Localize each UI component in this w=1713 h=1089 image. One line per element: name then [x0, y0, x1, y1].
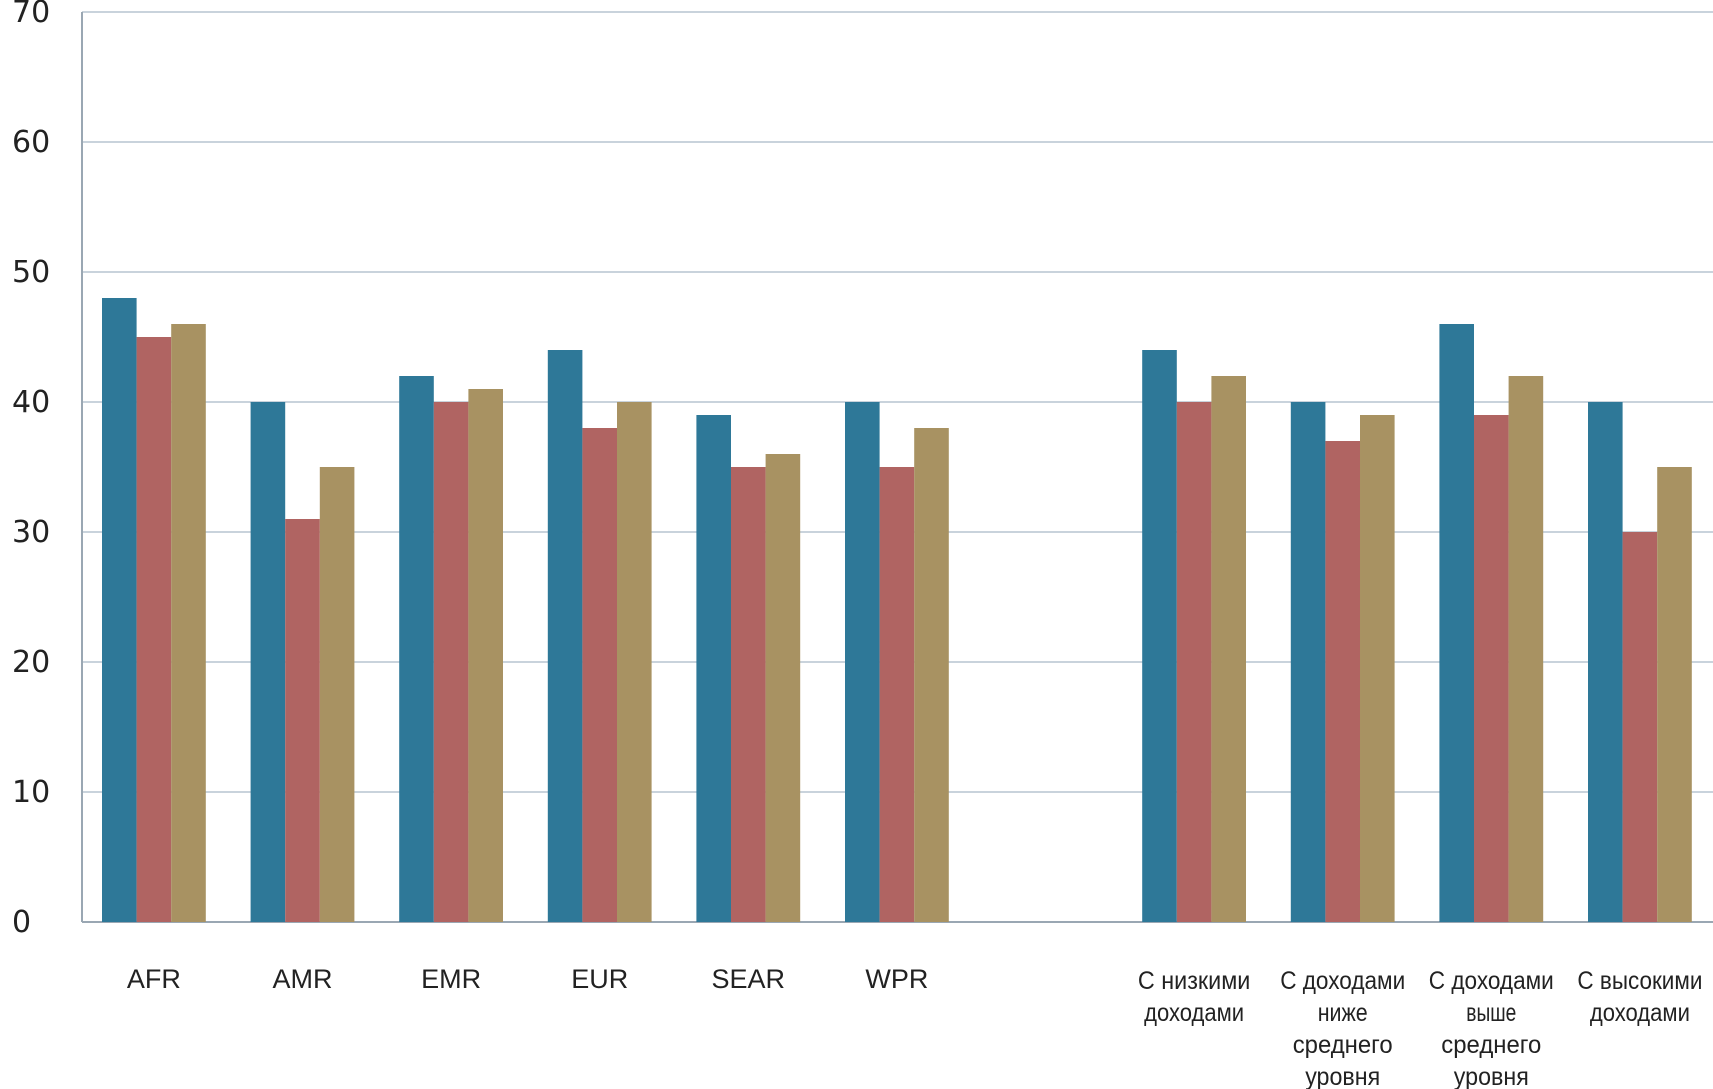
- bar: [136, 337, 172, 922]
- bars: [102, 298, 1692, 922]
- y-tick-label: 0: [12, 905, 31, 940]
- bar: [617, 402, 652, 922]
- x-category-label: уровня: [1454, 1063, 1529, 1089]
- x-category-labels: AFR AMR EMR EUR SEAR WPR С низкими доходами С до…: [127, 964, 1703, 1089]
- bar: [250, 402, 286, 922]
- bar: [731, 467, 766, 922]
- bar: [1508, 376, 1544, 922]
- y-tick-label: 40: [12, 385, 50, 420]
- x-category-label: EMR: [421, 964, 481, 994]
- bar: [1657, 467, 1692, 922]
- bar: [1142, 350, 1177, 922]
- bar: [1474, 415, 1509, 922]
- x-category-label: С низкими: [1138, 967, 1251, 995]
- bar: [285, 519, 320, 922]
- y-tick-label: 30: [12, 515, 50, 550]
- bar: [1360, 415, 1395, 922]
- bar: [1588, 402, 1623, 922]
- x-category-label: выше: [1466, 999, 1516, 1027]
- x-category-label: С доходами: [1280, 967, 1405, 995]
- bar: [319, 467, 355, 922]
- x-category-label: уровня: [1305, 1063, 1380, 1089]
- bar: [1290, 402, 1326, 922]
- x-category-label: AMR: [273, 964, 333, 994]
- bar: [468, 389, 503, 922]
- bar: [399, 376, 434, 922]
- x-category-label: WPR: [865, 964, 928, 994]
- y-tick-label: 60: [12, 125, 50, 160]
- x-category-label: среднего: [1441, 1031, 1541, 1059]
- y-tick-label: 50: [12, 255, 50, 290]
- x-category-label: доходами: [1144, 999, 1244, 1027]
- x-category-label: ниже: [1318, 999, 1368, 1027]
- bar: [1622, 532, 1658, 922]
- bar: [1176, 402, 1212, 922]
- bar: [845, 402, 880, 922]
- bar: [1211, 376, 1246, 922]
- y-tick-label: 20: [12, 645, 50, 680]
- x-category-label: EUR: [571, 964, 628, 994]
- x-category-label: среднего: [1293, 1031, 1393, 1059]
- bar: [914, 428, 949, 922]
- y-tick-labels: 0 10 20 30 40 50 60 70: [12, 0, 50, 940]
- bar: [1439, 324, 1474, 922]
- x-category-label: доходами: [1590, 999, 1690, 1027]
- bar: [102, 298, 137, 922]
- y-tick-label: 70: [12, 0, 50, 30]
- y-tick-label: 10: [12, 775, 50, 810]
- bar: [433, 402, 469, 922]
- bar: [582, 428, 617, 922]
- x-category-label: С высокими: [1577, 967, 1702, 995]
- bar: [1325, 441, 1360, 922]
- x-category-label: AFR: [127, 964, 181, 994]
- bar: [879, 467, 915, 922]
- x-category-label: SEAR: [712, 964, 786, 994]
- bar: [547, 350, 583, 922]
- x-category-label: С доходами: [1429, 967, 1554, 995]
- bar: [171, 324, 206, 922]
- bar: [696, 415, 731, 922]
- bar: [765, 454, 801, 922]
